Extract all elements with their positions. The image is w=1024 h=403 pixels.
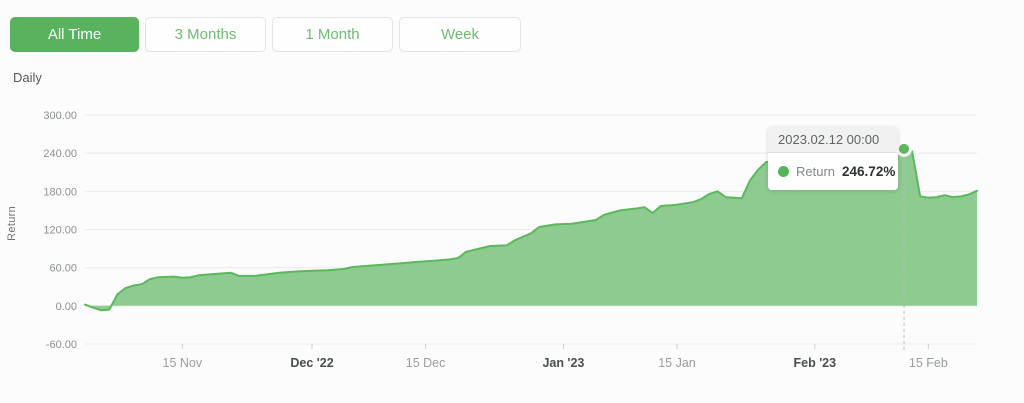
- tooltip-value: 246.72%: [842, 164, 896, 179]
- tooltip-body: Return 246.72%: [768, 153, 898, 190]
- y-tick-label: 300.00: [43, 110, 77, 122]
- x-tick-label: 15 Jan: [658, 356, 696, 370]
- x-tick-label: Feb '23: [794, 356, 837, 370]
- range-button-all-time[interactable]: All Time: [10, 17, 139, 52]
- x-tick-label: 15 Feb: [909, 356, 948, 370]
- range-button-week[interactable]: Week: [399, 17, 521, 52]
- marker-dot: [896, 140, 913, 157]
- series-dot-icon: [778, 166, 789, 177]
- range-button-3-months[interactable]: 3 Months: [145, 17, 266, 52]
- range-button-1-month[interactable]: 1 Month: [272, 17, 393, 52]
- time-range-toolbar: All Time 3 Months 1 Month Week: [10, 17, 521, 52]
- tooltip-series-name: Return: [796, 164, 836, 179]
- x-tick-label: Dec '22: [290, 356, 333, 370]
- y-tick-label: 60.00: [49, 263, 77, 275]
- chart-tooltip: 2023.02.12 00:00 Return 246.72%: [768, 127, 898, 190]
- granularity-label: Daily: [13, 70, 42, 85]
- y-tick-label: 120.00: [43, 225, 77, 237]
- return-area: [85, 148, 977, 311]
- x-tick-label: 15 Dec: [406, 356, 446, 370]
- y-tick-label: 0.00: [56, 301, 77, 313]
- x-tick-label: 15 Nov: [163, 356, 203, 370]
- x-tick-label: Jan '23: [542, 356, 584, 370]
- y-tick-label: 180.00: [43, 186, 77, 198]
- tooltip-date: 2023.02.12 00:00: [768, 127, 898, 153]
- y-tick-label: 240.00: [43, 148, 77, 160]
- y-tick-label: -60.00: [46, 339, 77, 351]
